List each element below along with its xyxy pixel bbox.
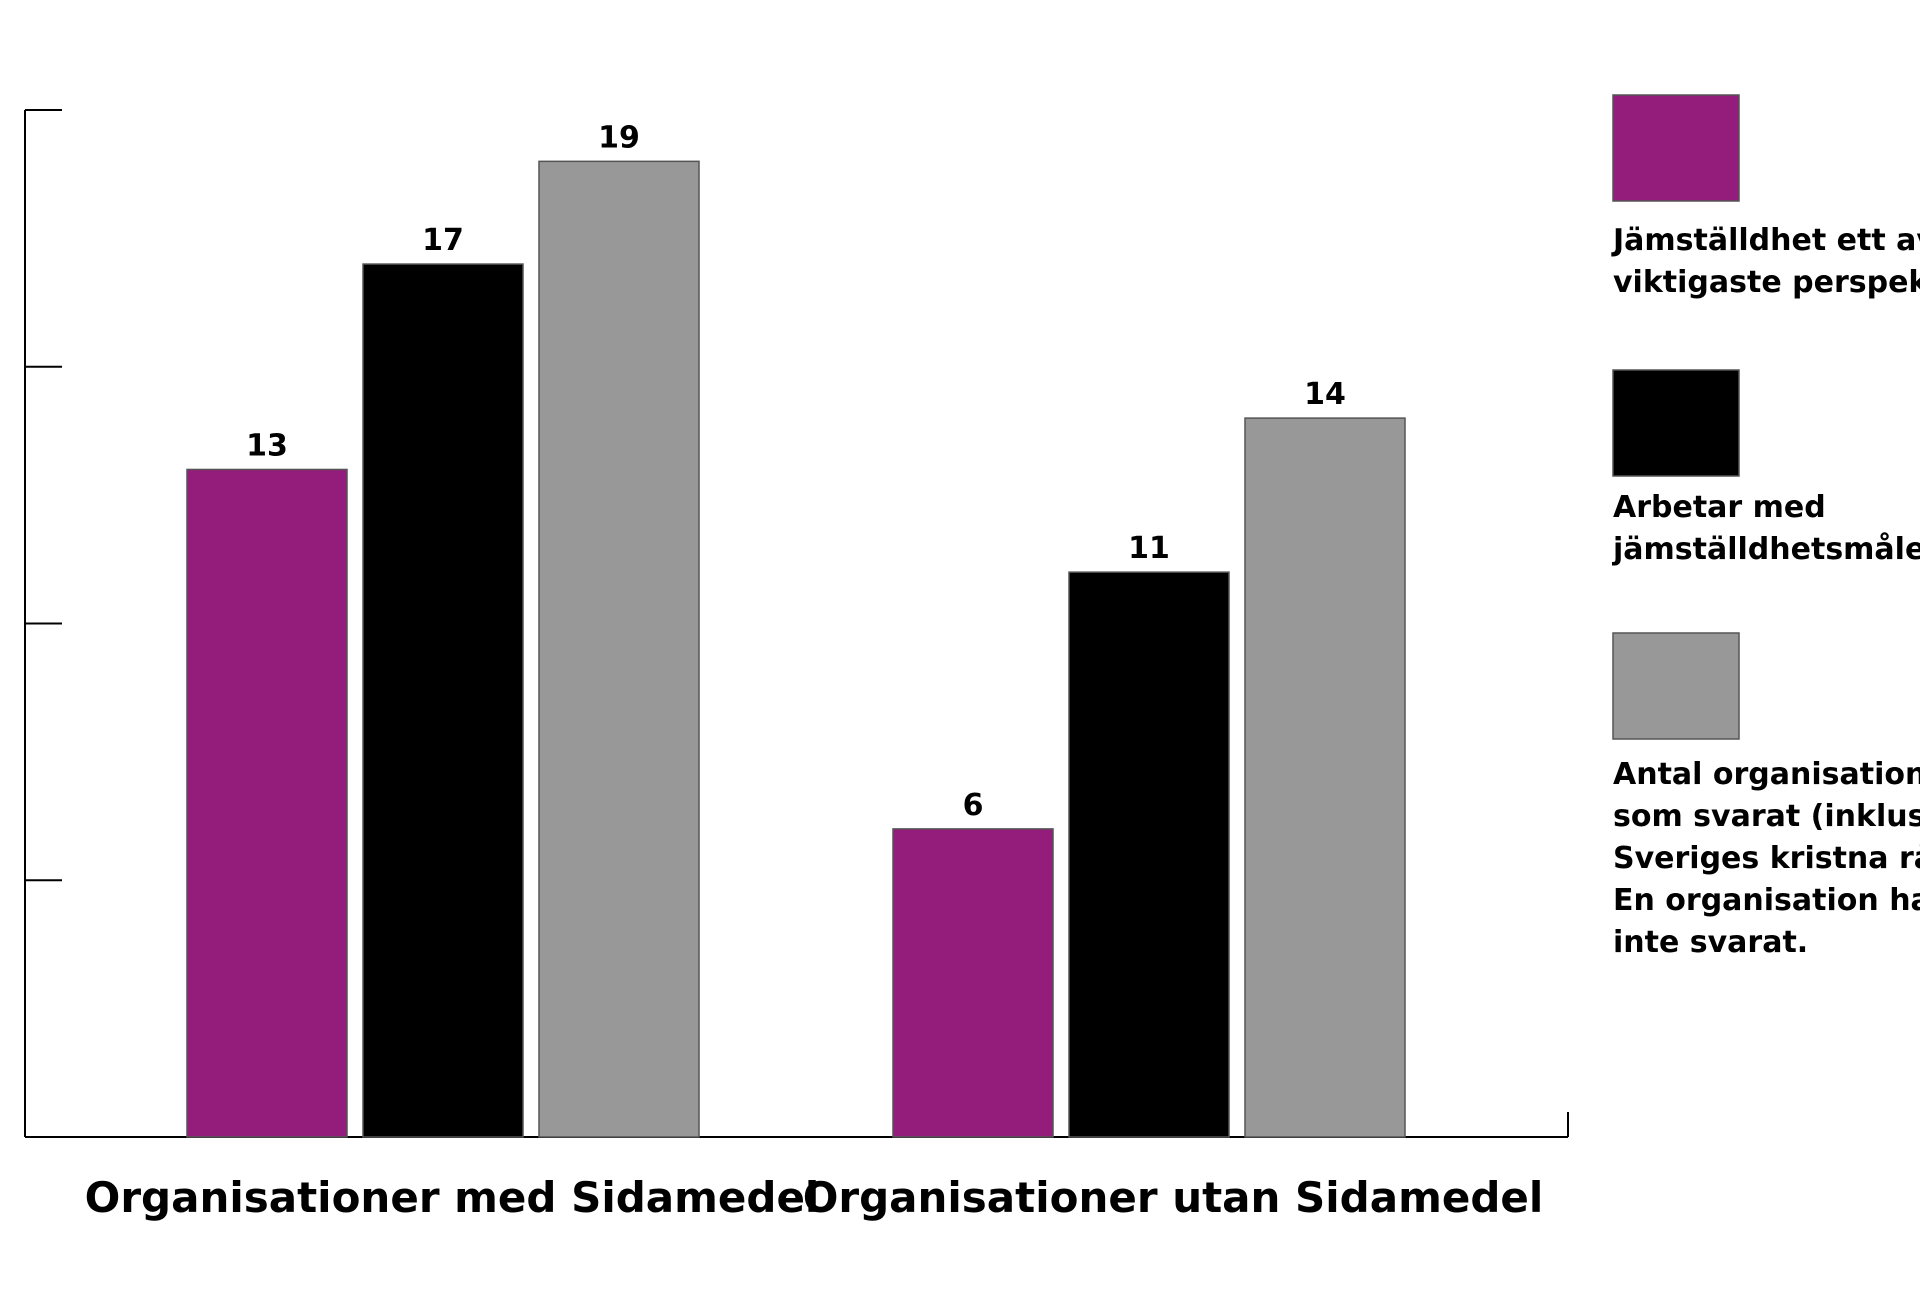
bar-1-series-2 (362, 263, 524, 1138)
legend-entry-2-line-1: Arbetar med (1613, 490, 1826, 525)
legend-entry-1-line-1: Jämställdhet ett av de (1611, 223, 1920, 258)
data-label-1-series-1: 13 (246, 428, 288, 463)
bar-1-series-3 (538, 160, 700, 1138)
data-label-1-series-2: 17 (422, 223, 464, 258)
data-label-2-series-3: 14 (1304, 377, 1346, 412)
bar-1-series-1 (186, 468, 348, 1138)
bar-2-series-2 (1068, 571, 1230, 1138)
legend-entry-2-line-2: jämställdhetsmålet (1612, 531, 1920, 567)
legend-entry-3-line-3: Sveriges kristna råd). (1613, 840, 1920, 876)
category-label-2: Organisationer utan Sidamedel (803, 1173, 1544, 1222)
data-label-2-series-2: 11 (1128, 531, 1170, 566)
legend-swatch-3 (1612, 632, 1740, 740)
legend-swatch-2 (1612, 369, 1740, 477)
legend-entry-3-line-1: Antal organisationer (1613, 757, 1920, 792)
legend-swatch-1 (1612, 94, 1740, 202)
category-label-1: Organisationer med Sidamedel (85, 1173, 820, 1222)
bar-2-series-1 (892, 828, 1054, 1138)
data-label-1-series-3: 19 (598, 120, 640, 155)
legend-entry-3-line-5: inte svarat. (1613, 925, 1808, 960)
bar-2-series-3 (1244, 417, 1406, 1138)
data-label-2-series-1: 6 (963, 788, 984, 823)
legend-entry-1-line-2: viktigaste perspektiven (1613, 265, 1920, 300)
legend-entry-3-line-2: som svarat (inklusive (1613, 799, 1920, 834)
legend-entry-3-line-4: En organisation har (1613, 883, 1920, 918)
